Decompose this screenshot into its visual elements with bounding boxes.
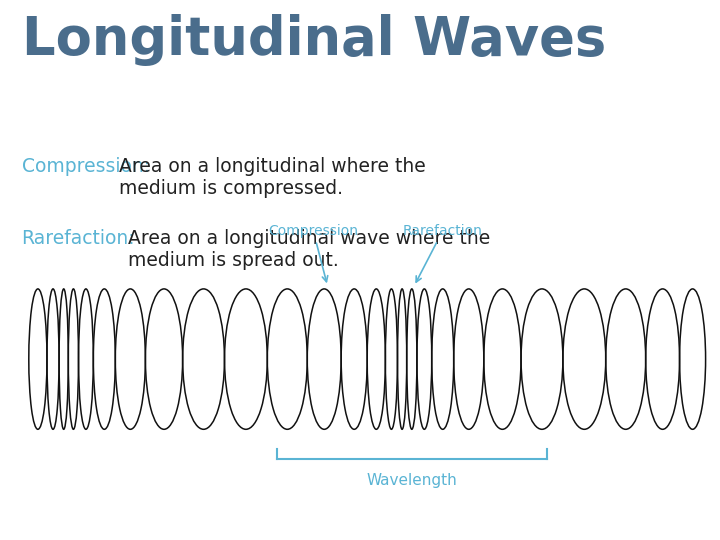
Text: Compression: Compression	[268, 224, 359, 282]
Text: Rarefaction:: Rarefaction:	[22, 230, 135, 248]
Text: Compression:: Compression:	[22, 157, 150, 176]
Text: Wavelength: Wavelength	[366, 472, 458, 488]
Text: Rarefaction: Rarefaction	[403, 224, 482, 282]
Text: Area on a longitudinal wave where the
medium is spread out.: Area on a longitudinal wave where the me…	[128, 230, 490, 271]
Text: Longitudinal Waves: Longitudinal Waves	[22, 14, 606, 65]
Text: Area on a longitudinal where the
medium is compressed.: Area on a longitudinal where the medium …	[119, 157, 426, 198]
